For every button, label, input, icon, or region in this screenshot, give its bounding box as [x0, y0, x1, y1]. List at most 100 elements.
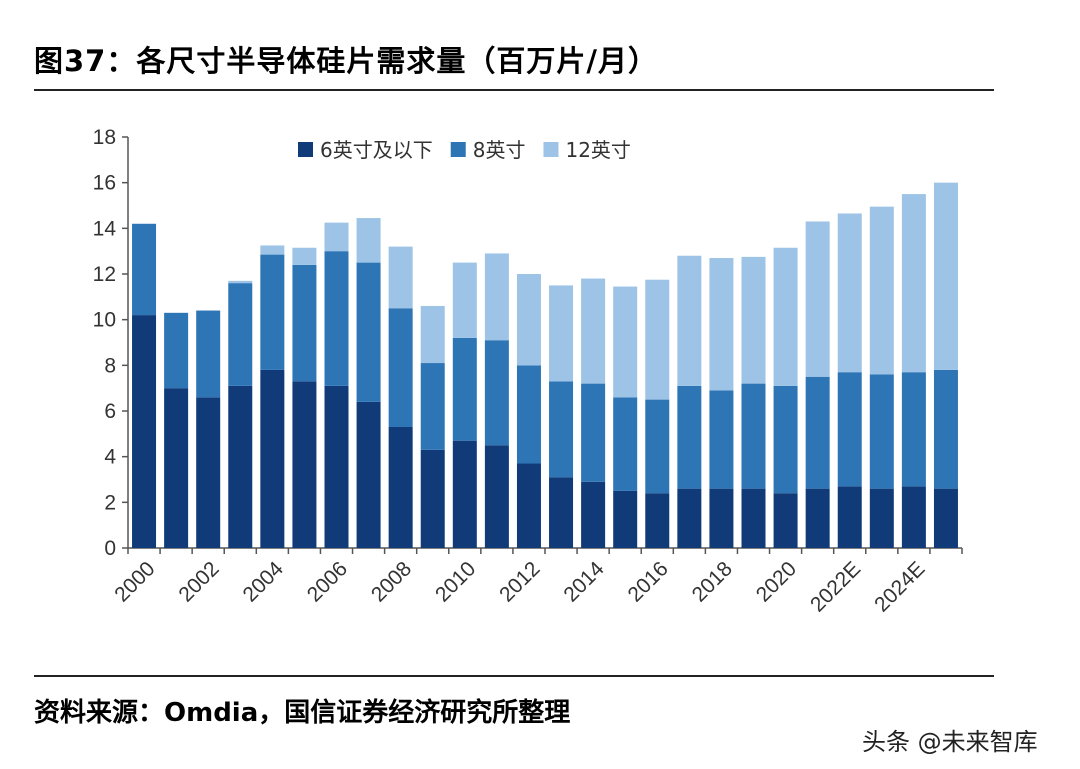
bar-2022E-series-0: [837, 486, 862, 548]
bar-2004-series-2: [260, 245, 285, 255]
bar-2012-series-0: [516, 463, 541, 548]
bar-2007-series-0: [356, 401, 381, 548]
bar-2010-series-1: [452, 337, 477, 441]
bar-2008-series-0: [388, 426, 413, 548]
bar-2019-series-2: [741, 256, 766, 384]
x-tick-label: 2020: [752, 557, 801, 606]
legend-label-0: 6英寸及以下: [320, 138, 433, 162]
bar-2023E-series-2: [869, 206, 894, 375]
bar-2010-series-2: [452, 262, 477, 338]
bar-2016-series-0: [645, 493, 670, 548]
bar-2002-series-0: [196, 397, 221, 548]
y-tick-label: 4: [104, 446, 116, 469]
y-tick-label: 12: [93, 263, 116, 286]
bar-2004-series-0: [260, 369, 285, 548]
bar-2006-series-2: [324, 222, 349, 252]
bar-2016-series-1: [645, 399, 670, 494]
x-tick-label: 2024E: [870, 557, 929, 616]
bar-2009-series-2: [420, 305, 445, 364]
bar-2021-series-1: [805, 376, 830, 489]
bar-2011-series-1: [484, 340, 509, 446]
bar-2024E-series-1: [901, 372, 926, 487]
bar-2014-series-1: [581, 383, 606, 482]
bar-2006-series-1: [324, 251, 349, 386]
bar-2003-series-2: [228, 280, 253, 284]
bar-2021-series-2: [805, 221, 830, 377]
bar-2015-series-0: [613, 490, 638, 548]
bar-2015-series-1: [613, 397, 638, 491]
legend-swatch-2: [543, 142, 559, 157]
legend-label-2: 12英寸: [565, 138, 630, 162]
bar-2019-series-0: [741, 488, 766, 548]
bar-2017-series-2: [677, 255, 702, 386]
bar-2001-series-1: [164, 312, 189, 389]
bar-2012-series-2: [516, 274, 541, 366]
bar-2007-series-2: [356, 218, 381, 263]
bar-2010-series-0: [452, 440, 477, 548]
bar-2020-series-0: [773, 493, 798, 548]
y-tick-label: 10: [93, 309, 116, 332]
y-tick-label: 2: [104, 491, 116, 514]
y-tick-label: 16: [93, 172, 116, 195]
bar-2002-series-1: [196, 310, 221, 398]
bar-2014-series-0: [581, 481, 606, 548]
x-tick-label: 2000: [110, 557, 159, 606]
bar-2012-series-1: [516, 365, 541, 464]
y-tick-label: 8: [104, 354, 116, 377]
bar-2013-series-1: [549, 381, 574, 478]
bar-2003-series-1: [228, 283, 253, 386]
legend-label-1: 8英寸: [473, 138, 526, 162]
legend-swatch-1: [450, 142, 466, 157]
bar-2024E-series-2: [901, 194, 926, 373]
bar-2023E-series-1: [869, 374, 894, 489]
bar-2008-series-1: [388, 308, 413, 427]
source-note: 资料来源：Omdia，国信证券经济研究所整理: [34, 698, 571, 728]
bar-2018-series-2: [709, 258, 734, 391]
bar-2017-series-0: [677, 488, 702, 548]
bar-2011-series-0: [484, 445, 509, 548]
bar-2017-series-1: [677, 385, 702, 489]
bar-2004-series-1: [260, 254, 285, 370]
x-tick-label: 2012: [495, 557, 544, 606]
bar-2025E-series-1: [933, 369, 958, 489]
bar-2008-series-2: [388, 246, 413, 309]
x-tick-label: 2010: [431, 557, 480, 606]
legend-swatch-0: [298, 142, 313, 157]
bar-2014-series-2: [581, 278, 606, 384]
bar-2015-series-2: [613, 286, 638, 398]
bar-2007-series-1: [356, 262, 381, 402]
bar-2021-series-0: [805, 488, 830, 548]
x-tick-label: 2006: [303, 557, 352, 606]
bar-2013-series-0: [549, 477, 574, 548]
bar-2006-series-0: [324, 385, 349, 548]
bar-2024E-series-0: [901, 486, 926, 548]
x-tick-label: 2004: [239, 557, 289, 607]
bar-2022E-series-2: [837, 213, 862, 373]
bar-2005-series-0: [292, 381, 317, 548]
watermark: 头条 @未来智库: [862, 728, 1038, 756]
x-tick-label: 2022E: [806, 557, 865, 616]
y-tick-label: 18: [93, 126, 116, 149]
bar-2018-series-0: [709, 488, 734, 548]
bar-2009-series-1: [420, 363, 445, 450]
y-tick-label: 0: [104, 537, 116, 560]
y-tick-label: 14: [93, 217, 117, 240]
bar-2022E-series-1: [837, 372, 862, 487]
bar-2005-series-1: [292, 264, 317, 382]
bar-2000-series-1: [132, 223, 157, 316]
x-tick-label: 2014: [559, 557, 609, 607]
x-tick-label: 2018: [688, 557, 737, 606]
bar-2023E-series-0: [869, 488, 894, 548]
bar-2005-series-2: [292, 247, 317, 265]
bar-2020-series-2: [773, 247, 798, 386]
bar-2000-series-0: [132, 315, 157, 548]
x-tick-label: 2008: [367, 557, 416, 606]
bar-2019-series-1: [741, 383, 766, 489]
bar-2020-series-1: [773, 385, 798, 494]
bar-2003-series-0: [228, 385, 253, 548]
x-tick-label: 2016: [624, 557, 673, 606]
bar-2001-series-0: [164, 388, 189, 548]
y-tick-label: 6: [104, 400, 116, 423]
